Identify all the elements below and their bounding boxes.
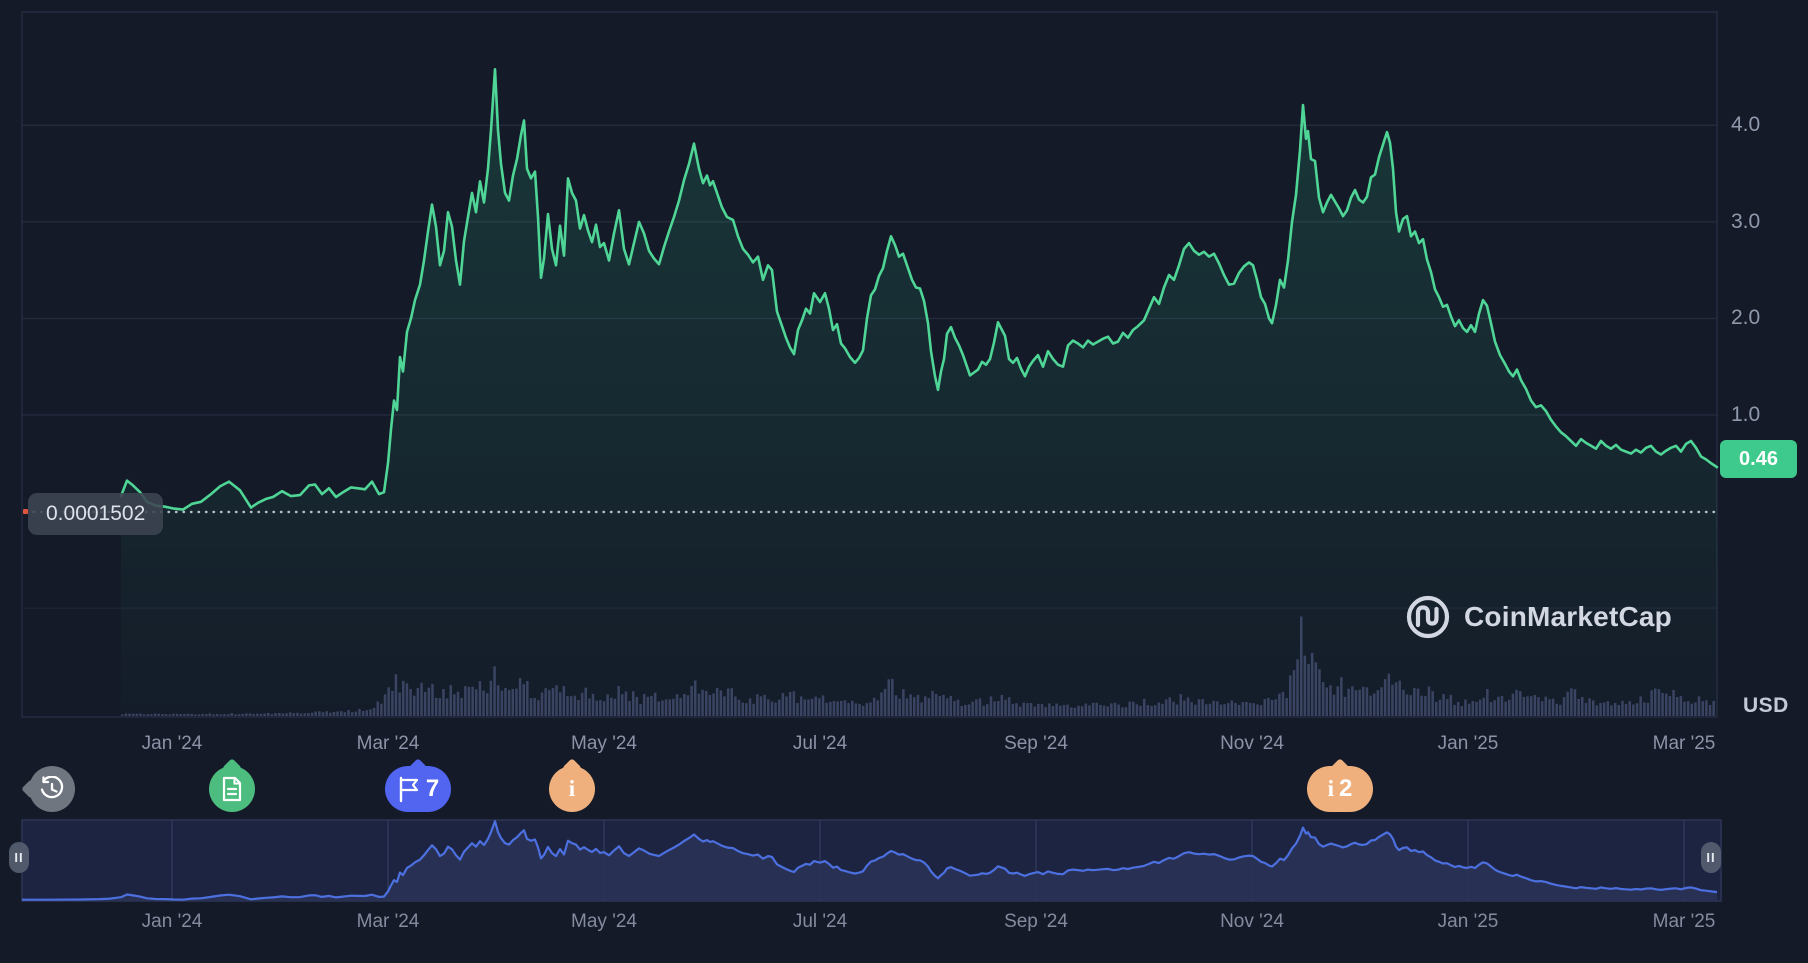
mini-x-tick-mar25: Mar '25 xyxy=(1652,911,1716,932)
flag-count: 7 xyxy=(425,775,440,802)
history-icon xyxy=(40,776,64,799)
mini-x-tick-jul24: Jul '24 xyxy=(792,911,848,932)
x-tick-may24: May '24 xyxy=(571,733,637,754)
mini-x-tick-nov24: Nov '24 xyxy=(1220,911,1284,932)
y-axis-tick-3: 3.0 xyxy=(1731,210,1761,233)
mini-x-tick-sep24: Sep '24 xyxy=(1004,911,1068,932)
mini-x-tick-may24: May '24 xyxy=(571,911,637,932)
info-count: 2 xyxy=(1339,775,1353,802)
x-tick-mar25: Mar '25 xyxy=(1652,733,1716,754)
x-tick-sep24: Sep '24 xyxy=(1004,733,1068,754)
minimap-right-handle[interactable]: II xyxy=(1701,842,1721,873)
event-history-button[interactable] xyxy=(21,766,75,812)
x-tick-jan24: Jan '24 xyxy=(141,733,203,754)
mini-x-tick-jan24: Jan '24 xyxy=(141,911,203,932)
current-price-badge: 0.46 xyxy=(1720,440,1797,478)
currency-unit-label: USD xyxy=(1743,694,1789,717)
y-axis-tick-1: 1.0 xyxy=(1731,403,1761,426)
reference-price-label: 0.0001502 xyxy=(28,493,164,535)
info-icon: i xyxy=(568,776,576,801)
coinmarketcap-logo-icon xyxy=(1406,595,1450,639)
reference-price-dot xyxy=(23,509,28,514)
info-icon: i xyxy=(1327,776,1335,801)
x-tick-nov24: Nov '24 xyxy=(1220,733,1284,754)
minimap-x-axis: Jan '24 Mar '24 May '24 Jul '24 Sep '24 … xyxy=(0,911,1808,935)
document-icon xyxy=(222,776,242,802)
x-tick-jan25: Jan '25 xyxy=(1437,733,1499,754)
mini-x-tick-jan25: Jan '25 xyxy=(1437,911,1499,932)
main-x-axis: Jan '24 Mar '24 May '24 Jul '24 Sep '24 … xyxy=(0,733,1808,757)
event-marker-info-nov[interactable]: i 2 xyxy=(1307,758,1373,812)
y-axis-tick-2: 2.0 xyxy=(1731,306,1761,329)
watermark-text: CoinMarketCap xyxy=(1464,601,1672,632)
flag-icon xyxy=(399,776,418,802)
minimap-left-handle[interactable]: II xyxy=(9,842,29,873)
y-axis-tick-4: 4.0 xyxy=(1731,113,1761,136)
event-marker-announcement[interactable] xyxy=(209,758,255,812)
x-tick-mar24: Mar '24 xyxy=(356,733,420,754)
event-marker-flags[interactable]: 7 xyxy=(385,758,451,812)
coinmarketcap-watermark: CoinMarketCap xyxy=(1404,593,1672,641)
x-tick-jul24: Jul '24 xyxy=(792,733,848,754)
mini-x-tick-mar24: Mar '24 xyxy=(356,911,420,932)
event-marker-info-may[interactable]: i xyxy=(549,758,595,812)
